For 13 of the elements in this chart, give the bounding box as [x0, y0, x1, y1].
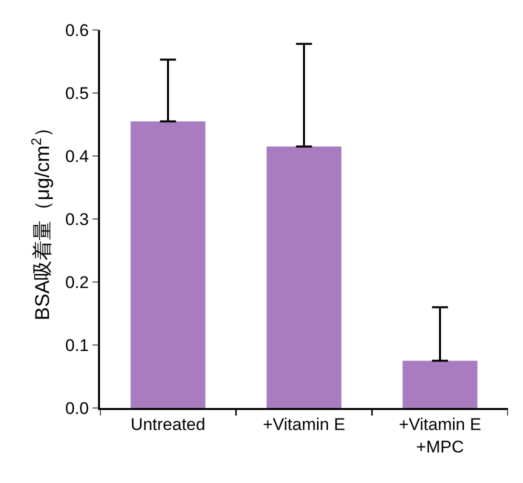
y-tick-label: 0.4: [65, 146, 89, 166]
bar: [266, 146, 342, 408]
y-tick-label: 0.1: [65, 336, 89, 355]
y-tick-label: 0.6: [65, 20, 89, 40]
y-tick-label: 0.2: [65, 272, 89, 292]
bar: [130, 121, 206, 408]
x-tick-label: +Vitamin E: [262, 415, 346, 434]
y-tick-label: 0.3: [65, 210, 89, 229]
x-tick-label: Untreated: [130, 415, 206, 434]
x-tick-label: +Vitamin E +MPC: [398, 415, 482, 456]
y-tick-label: 0.5: [65, 84, 89, 103]
y-tick-label: 0.0: [65, 398, 89, 418]
bar: [402, 360, 478, 408]
